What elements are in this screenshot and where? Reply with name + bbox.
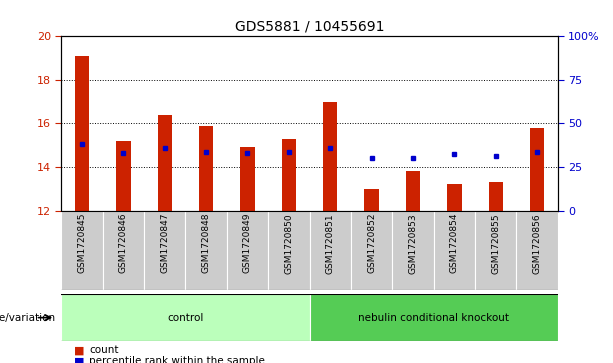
Bar [392, 211, 433, 290]
Text: ■: ■ [74, 345, 84, 355]
Bar [61, 294, 310, 341]
Text: GSM1720853: GSM1720853 [408, 213, 417, 274]
Bar [116, 141, 131, 211]
Text: GSM1720846: GSM1720846 [119, 213, 128, 273]
Bar [158, 115, 172, 211]
Bar [530, 128, 544, 211]
Bar [447, 184, 462, 211]
Bar [75, 56, 89, 211]
Bar [268, 211, 310, 290]
Title: GDS5881 / 10455691: GDS5881 / 10455691 [235, 20, 384, 34]
Text: GSM1720856: GSM1720856 [533, 213, 542, 274]
Text: GSM1720849: GSM1720849 [243, 213, 252, 273]
Bar [103, 211, 144, 290]
Bar [364, 189, 379, 211]
Bar [199, 126, 213, 211]
Bar [310, 294, 558, 341]
Bar [516, 211, 558, 290]
Text: nebulin conditional knockout: nebulin conditional knockout [358, 313, 509, 323]
Bar [406, 171, 421, 211]
Bar [144, 211, 186, 290]
Bar [281, 139, 296, 211]
Bar [61, 211, 103, 290]
Text: GSM1720850: GSM1720850 [284, 213, 294, 274]
Text: GSM1720847: GSM1720847 [160, 213, 169, 273]
Text: genotype/variation: genotype/variation [0, 313, 55, 323]
Bar [310, 211, 351, 290]
Bar [227, 211, 268, 290]
Text: GSM1720845: GSM1720845 [77, 213, 86, 273]
Text: GSM1720848: GSM1720848 [202, 213, 211, 273]
Bar [323, 102, 338, 211]
Text: ■: ■ [74, 356, 84, 363]
Text: GSM1720855: GSM1720855 [491, 213, 500, 274]
Text: GSM1720852: GSM1720852 [367, 213, 376, 273]
Text: GSM1720851: GSM1720851 [326, 213, 335, 274]
Text: percentile rank within the sample: percentile rank within the sample [89, 356, 265, 363]
Bar [475, 211, 516, 290]
Bar [489, 182, 503, 211]
Text: GSM1720854: GSM1720854 [450, 213, 459, 273]
Bar [186, 211, 227, 290]
Text: control: control [167, 313, 204, 323]
Text: count: count [89, 345, 118, 355]
Bar [240, 147, 255, 211]
Bar [434, 211, 475, 290]
Bar [351, 211, 392, 290]
